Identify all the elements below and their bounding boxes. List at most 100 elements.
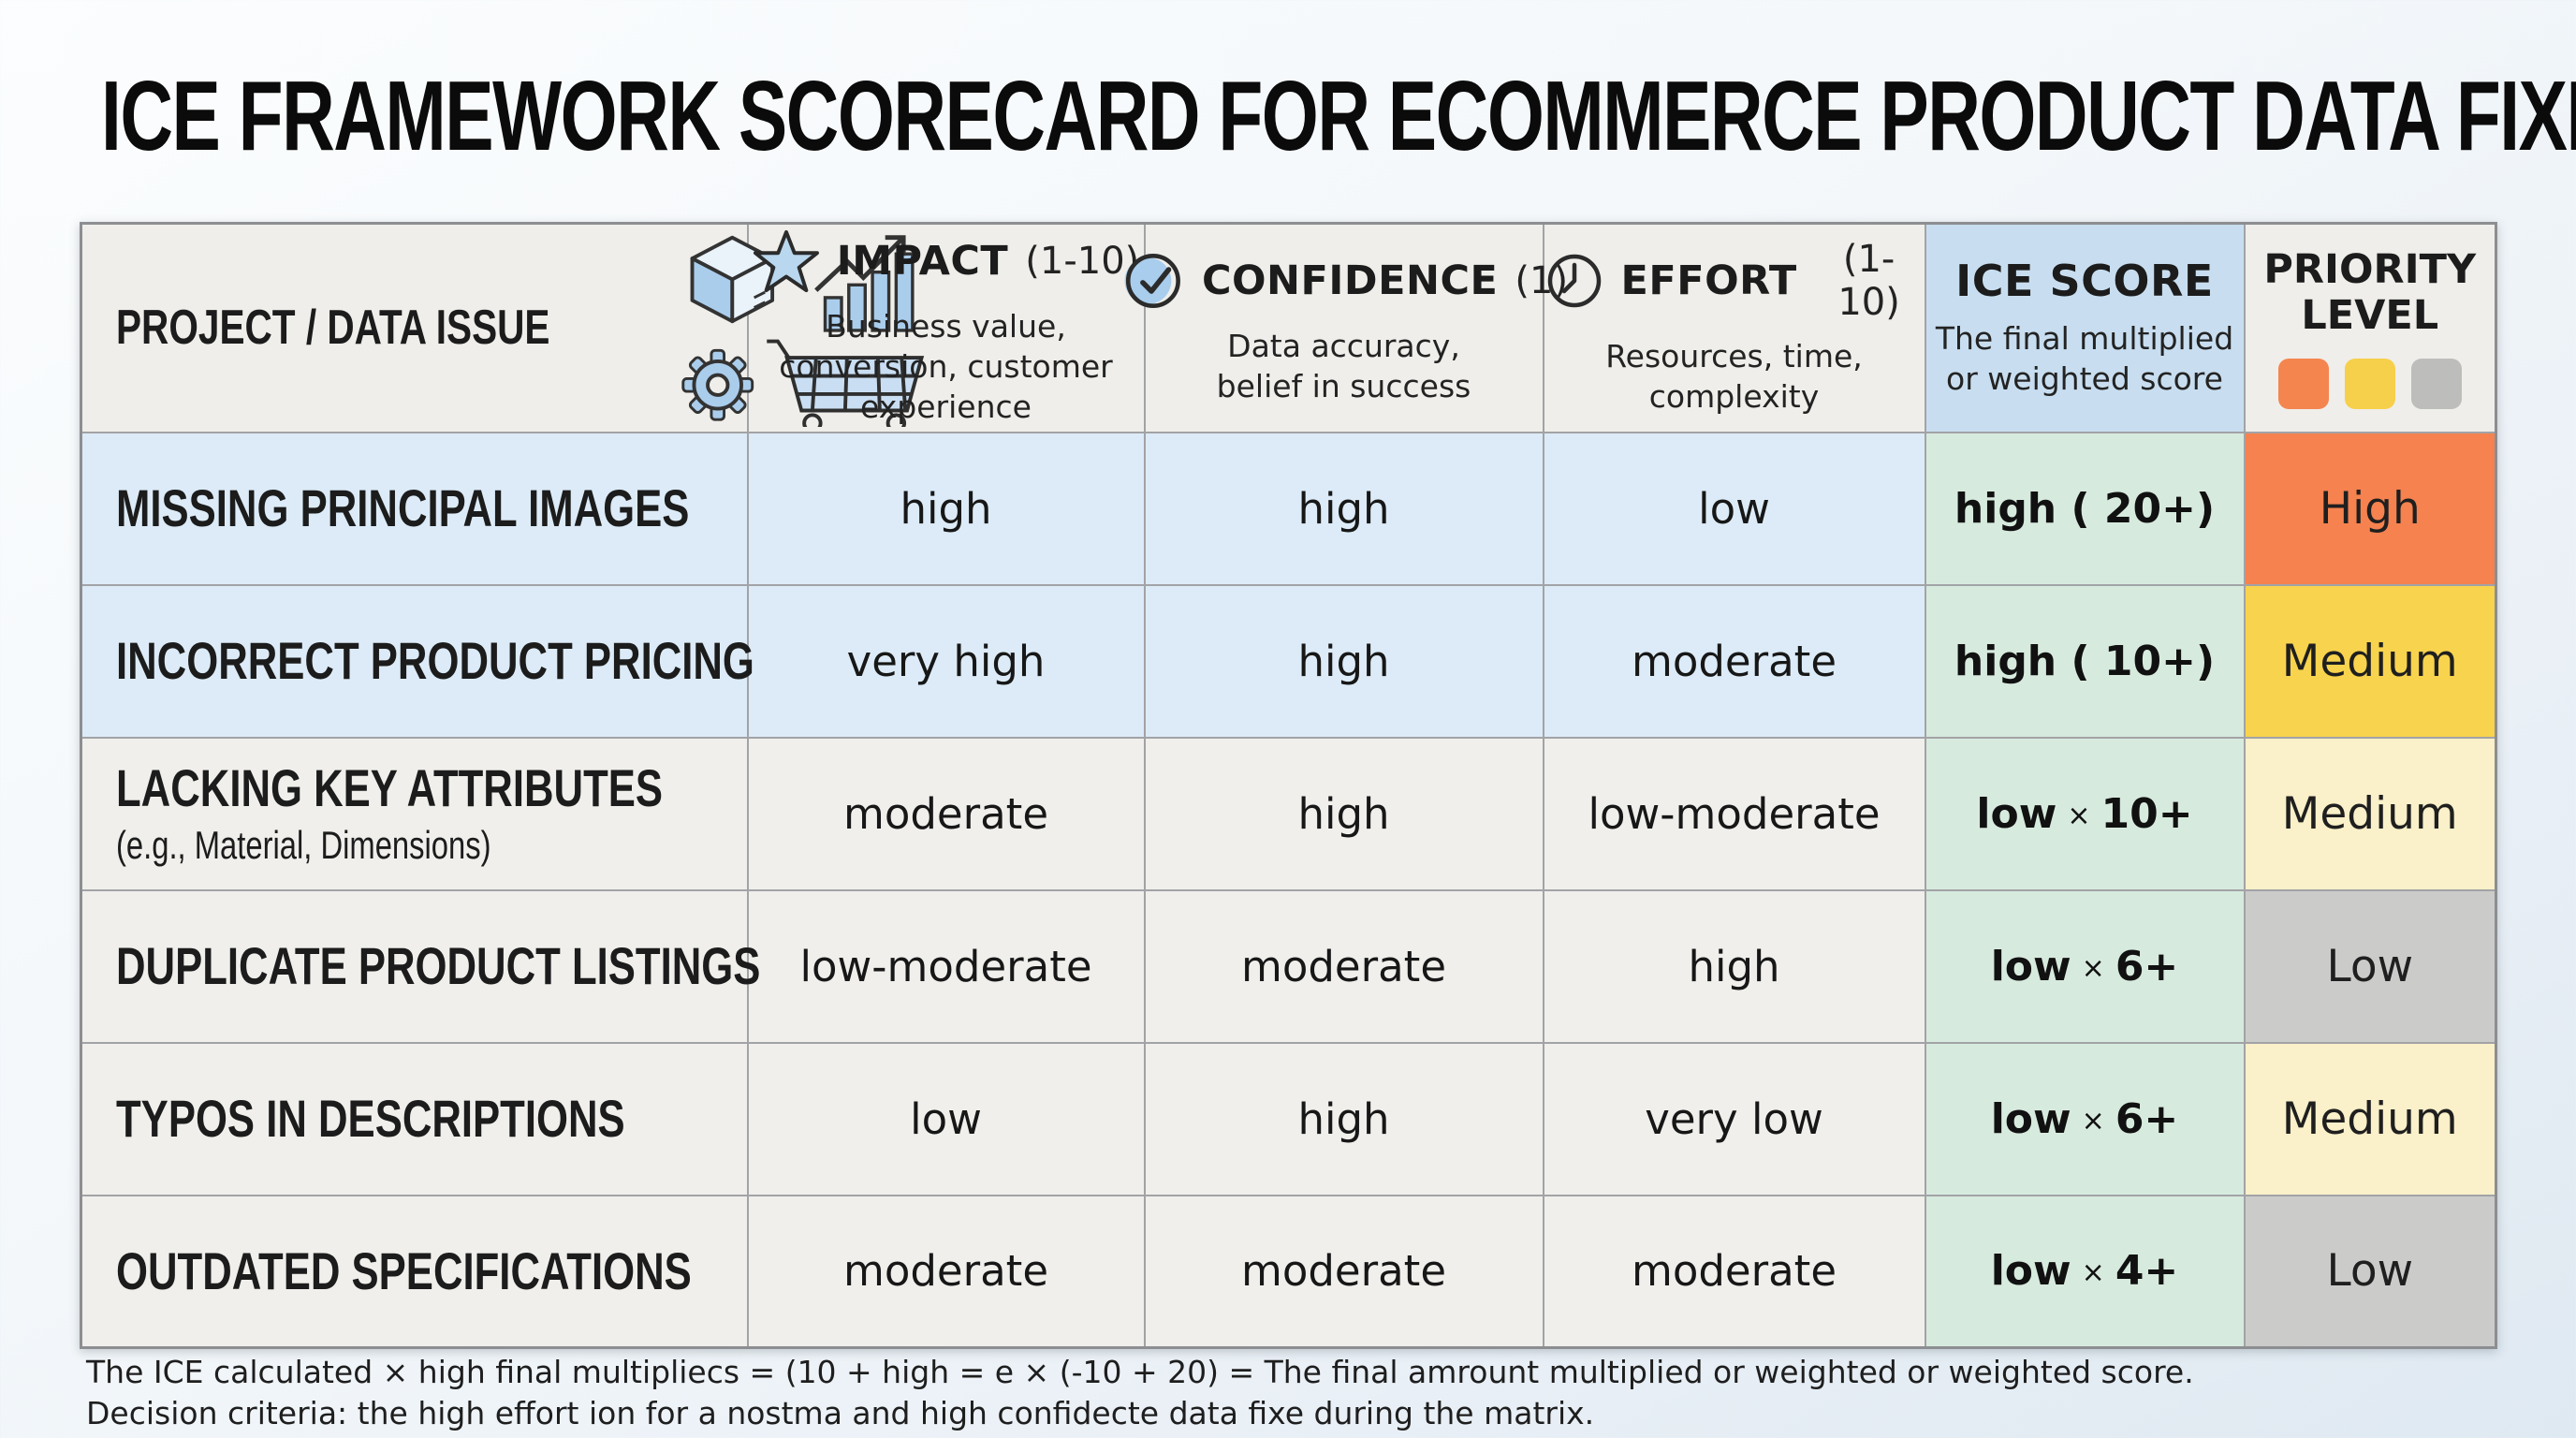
issue-label: OUTDATED SPECIFICATIONS bbox=[116, 1240, 692, 1300]
impact-cell: very high bbox=[746, 583, 1146, 739]
effort-value: very low bbox=[1645, 1093, 1823, 1144]
impact-subtitle: Business value, conversion, customer exp… bbox=[779, 307, 1113, 425]
effort-cell: low-moderate bbox=[1542, 736, 1926, 891]
confidence-value: high bbox=[1297, 636, 1390, 686]
ice-score-subtitle: The final multiplied or weighted score bbox=[1935, 320, 2234, 398]
confidence-cell: moderate bbox=[1143, 1194, 1544, 1349]
column-header-priority: PRIORITY LEVEL bbox=[2243, 222, 2497, 433]
ice-score-value: low bbox=[1990, 1247, 2071, 1296]
issue-label: DUPLICATE PRODUCT LISTINGS bbox=[116, 935, 761, 995]
priority-value: High bbox=[2319, 482, 2421, 535]
issue-cell: MISSING PRINCIPAL IMAGES bbox=[80, 431, 749, 586]
priority-value: Medium bbox=[2281, 787, 2458, 840]
confidence-subtitle: Data accuracy, belief in success bbox=[1216, 328, 1471, 405]
priority-legend-medium-swatch bbox=[2344, 358, 2395, 409]
column-header-effort: EFFORT (1-10) Resources, time, complexit… bbox=[1542, 222, 1926, 433]
confidence-cell: high bbox=[1143, 431, 1544, 586]
priority-cell: Medium bbox=[2243, 583, 2497, 739]
header-row: PROJECT / DATA ISSUE bbox=[80, 222, 2497, 433]
ice-score-operator: × bbox=[2081, 1104, 2105, 1137]
effort-cell: high bbox=[1542, 888, 1926, 1044]
effort-value: moderate bbox=[1631, 1246, 1837, 1297]
confidence-range: (1) bbox=[1515, 259, 1569, 303]
effort-value: high bbox=[1688, 941, 1780, 991]
ice-score-value: low bbox=[1976, 789, 2057, 838]
confidence-value: moderate bbox=[1240, 941, 1447, 991]
ice-score-value: high ( 20+) bbox=[1954, 484, 2216, 533]
issue-label: TYPOS IN DESCRIPTIONS bbox=[116, 1088, 625, 1148]
table-row: LACKING KEY ATTRIBUTES (e.g., Material, … bbox=[80, 736, 2497, 891]
ice-score-cell: low × 6+ bbox=[1924, 888, 2246, 1044]
ice-score-value: high ( 10+) bbox=[1954, 637, 2216, 685]
scorecard-table-container: PROJECT / DATA ISSUE bbox=[80, 222, 2497, 1349]
confidence-cell: high bbox=[1143, 1041, 1544, 1196]
table-row: DUPLICATE PRODUCT LISTINGS low-moderate … bbox=[80, 888, 2497, 1044]
priority-cell: High bbox=[2243, 431, 2497, 586]
impact-value: low bbox=[910, 1093, 982, 1144]
confidence-cell: moderate bbox=[1143, 888, 1544, 1044]
issue-cell: LACKING KEY ATTRIBUTES (e.g., Material, … bbox=[80, 736, 749, 891]
impact-value: high bbox=[900, 483, 992, 534]
footnote-line-2: Decision criteria: the high effort ion f… bbox=[86, 1394, 1595, 1431]
effort-value: low bbox=[1698, 483, 1770, 534]
ice-score-value: low bbox=[1990, 942, 2071, 990]
table-row: OUTDATED SPECIFICATIONS moderate moderat… bbox=[80, 1194, 2497, 1349]
ice-score-value: low bbox=[1990, 1094, 2071, 1143]
ice-score-cell: low × 6+ bbox=[1924, 1041, 2246, 1196]
priority-cell: Low bbox=[2243, 888, 2497, 1044]
effort-cell: moderate bbox=[1542, 583, 1926, 739]
issue-cell: DUPLICATE PRODUCT LISTINGS bbox=[80, 888, 760, 1044]
impact-range: (1-10) bbox=[1025, 239, 1140, 283]
ice-score-cell: low × 4+ bbox=[1924, 1194, 2246, 1349]
page-title: ICE FRAMEWORK SCORECARD FOR ECOMMERCE PR… bbox=[101, 61, 2576, 171]
footnotes: The ICE calculated × high final multipli… bbox=[86, 1352, 2194, 1434]
impact-cell: low bbox=[746, 1041, 1146, 1196]
ice-scorecard-table: PROJECT / DATA ISSUE bbox=[80, 222, 2497, 1349]
ice-score-label: ICE SCORE bbox=[1955, 256, 2214, 307]
ice-score-operator: × bbox=[2081, 951, 2105, 985]
priority-value: Low bbox=[2326, 1245, 2414, 1298]
impact-cell: high bbox=[746, 431, 1146, 586]
ice-score-cell: high ( 10+) bbox=[1924, 583, 2246, 739]
ice-score-multiplier: 10+ bbox=[2100, 789, 2193, 838]
effort-cell: moderate bbox=[1542, 1194, 1926, 1349]
bar-chart-arrow-icon bbox=[814, 235, 915, 332]
impact-value: low-moderate bbox=[799, 941, 1092, 991]
table-header: PROJECT / DATA ISSUE bbox=[80, 222, 2497, 433]
priority-value: Medium bbox=[2281, 635, 2458, 687]
ecommerce-icon-cluster bbox=[672, 228, 945, 428]
priority-legend bbox=[2246, 358, 2496, 409]
issue-cell: OUTDATED SPECIFICATIONS bbox=[80, 1194, 749, 1349]
priority-value: Low bbox=[2326, 940, 2414, 992]
effort-cell: very low bbox=[1542, 1041, 1926, 1196]
ice-score-cell: low × 10+ bbox=[1924, 736, 2246, 891]
clock-icon bbox=[1544, 251, 1604, 311]
ice-score-multiplier: 6+ bbox=[2115, 942, 2179, 990]
column-header-confidence: CONFIDENCE (1) Data accuracy, belief in … bbox=[1124, 222, 1568, 433]
table-body: MISSING PRINCIPAL IMAGES high high low h… bbox=[80, 431, 2497, 1349]
issue-cell: INCORRECT PRODUCT PRICING bbox=[80, 583, 754, 739]
confidence-cell: high bbox=[1143, 583, 1544, 739]
footnote-line-1: The ICE calculated × high final multipli… bbox=[86, 1354, 2194, 1390]
priority-cell: Medium bbox=[2243, 1041, 2497, 1196]
table-row: TYPOS IN DESCRIPTIONS low high very low … bbox=[80, 1041, 2497, 1196]
priority-legend-low-swatch bbox=[2410, 358, 2462, 409]
priority-label: PRIORITY LEVEL bbox=[2263, 245, 2477, 340]
impact-value: moderate bbox=[842, 788, 1049, 839]
ice-score-multiplier: 4+ bbox=[2115, 1247, 2179, 1296]
priority-cell: Low bbox=[2243, 1194, 2497, 1349]
confidence-value: high bbox=[1297, 1093, 1390, 1144]
effort-range: (1-10) bbox=[1837, 238, 1900, 325]
ice-score-cell: high ( 20+) bbox=[1924, 431, 2246, 586]
impact-value: very high bbox=[846, 636, 1046, 686]
effort-value: moderate bbox=[1631, 636, 1837, 686]
priority-legend-high-swatch bbox=[2277, 358, 2329, 409]
impact-cell: moderate bbox=[746, 736, 1146, 891]
table-row: MISSING PRINCIPAL IMAGES high high low h… bbox=[80, 431, 2497, 586]
table-row: INCORRECT PRODUCT PRICING very high high… bbox=[80, 583, 2497, 739]
confidence-label: CONFIDENCE bbox=[1201, 257, 1499, 305]
issue-label: MISSING PRINCIPAL IMAGES bbox=[116, 477, 690, 537]
effort-cell: low bbox=[1542, 431, 1926, 586]
impact-cell: moderate bbox=[746, 1194, 1146, 1349]
